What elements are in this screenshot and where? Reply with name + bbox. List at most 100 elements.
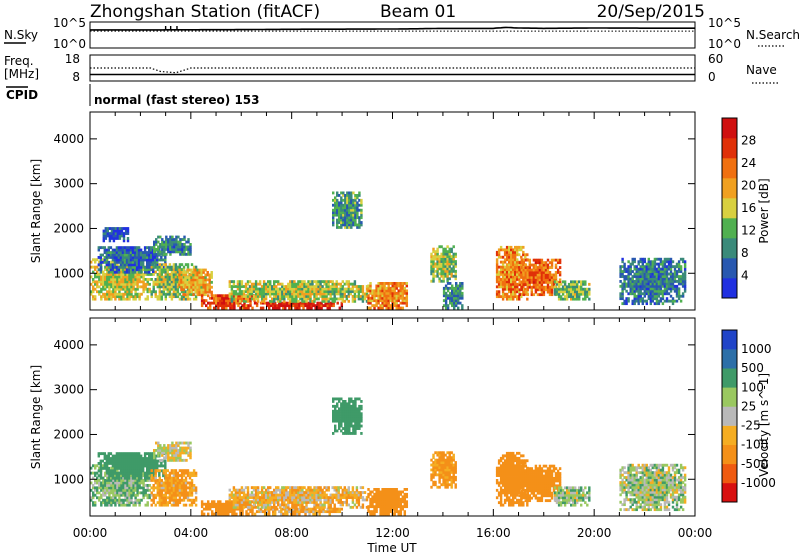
heatmap-cell	[252, 297, 256, 301]
heatmap-cell	[137, 471, 141, 475]
heatmap-cell	[209, 306, 212, 310]
heatmap-cell	[172, 270, 176, 274]
heatmap-cell	[153, 245, 156, 249]
heatmap-cell	[260, 297, 264, 301]
heatmap-cell	[221, 304, 224, 308]
heatmap-cell	[459, 286, 462, 290]
heatmap-cell	[669, 282, 673, 286]
heatmap-cell	[432, 272, 435, 276]
heatmap-cell	[452, 274, 455, 278]
heatmap-cell	[178, 474, 182, 477]
heatmap-cell	[538, 285, 542, 289]
heatmap-cell	[683, 289, 687, 293]
heatmap-cell	[118, 280, 121, 284]
heatmap-cell	[572, 290, 575, 294]
heatmap-cell	[510, 250, 513, 254]
heatmap-cell	[544, 280, 548, 284]
heatmap-cell	[259, 510, 263, 514]
heatmap-cell	[106, 501, 109, 505]
heatmap-cell	[166, 292, 170, 296]
heatmap-cell	[96, 496, 99, 500]
heatmap-cell	[119, 464, 123, 468]
heatmap-cell	[171, 238, 174, 241]
heatmap-cell	[314, 306, 317, 310]
heatmap-cell	[138, 486, 141, 490]
heatmap-cell	[108, 282, 111, 286]
heatmap-cell	[198, 290, 201, 294]
heatmap-cell	[336, 301, 339, 305]
heatmap-cell	[99, 268, 103, 272]
heatmap-cell	[160, 479, 164, 482]
heatmap-cell	[520, 292, 523, 296]
heatmap-cell	[225, 301, 228, 305]
heatmap-cell	[530, 271, 534, 274]
heatmap-cell	[242, 299, 246, 303]
heatmap-cell	[215, 510, 218, 514]
heatmap-cell	[138, 479, 141, 482]
heatmap-cell	[124, 474, 127, 477]
heatmap-cell	[323, 290, 326, 293]
heatmap-cell	[116, 229, 120, 233]
heatmap-cell	[139, 256, 143, 259]
heatmap-cell	[520, 276, 524, 279]
heatmap-cell	[133, 253, 137, 257]
nsearch-tick-top: 10^5	[708, 16, 741, 30]
heatmap-cell	[182, 290, 186, 294]
heatmap-cell	[340, 203, 343, 207]
freq-tick-bottom: 8	[72, 70, 80, 84]
heatmap-cell	[211, 301, 214, 305]
heatmap-cell	[355, 285, 359, 288]
heatmap-cell	[401, 296, 405, 300]
heatmap-cell	[315, 297, 318, 301]
heatmap-cell	[110, 234, 114, 238]
nave-tick-top: 60	[708, 52, 723, 66]
heatmap-cell	[176, 270, 180, 274]
heatmap-cell	[130, 479, 133, 482]
heatmap-cell	[295, 282, 298, 286]
heatmap-cell	[526, 266, 530, 269]
heatmap-cell	[123, 454, 127, 458]
power-colorbar-label: Power [dB]	[757, 178, 771, 243]
heatmap-cell	[164, 466, 167, 470]
heatmap-cell	[334, 213, 337, 217]
heatmap-cell	[574, 297, 577, 301]
heatmap-cell	[124, 268, 127, 271]
heatmap-cell	[190, 285, 193, 289]
heatmap-cell	[175, 456, 178, 460]
heatmap-cell	[336, 194, 339, 197]
heatmap-cell	[518, 253, 521, 257]
heatmap-cell	[168, 280, 172, 284]
heatmap-cell	[270, 301, 273, 305]
heatmap-cell	[156, 486, 160, 490]
heatmap-cell	[111, 471, 115, 475]
heatmap-cell	[623, 262, 626, 266]
heatmap-cell	[155, 441, 158, 445]
heatmap-cell	[119, 265, 123, 269]
heatmap-cell	[127, 258, 131, 262]
heatmap-cell	[440, 272, 443, 276]
heatmap-cell	[645, 270, 649, 273]
heatmap-cell	[172, 484, 176, 487]
heatmap-cell	[561, 290, 565, 294]
heatmap-cell	[99, 246, 103, 250]
heatmap-cell	[550, 258, 554, 262]
heatmap-cell	[219, 505, 222, 509]
heatmap-cell	[331, 285, 334, 288]
heatmap-cell	[113, 476, 117, 480]
heatmap-cell	[510, 282, 513, 286]
heatmap-cell	[239, 500, 242, 504]
heatmap-cell	[271, 299, 274, 303]
heatmap-cell	[198, 283, 201, 287]
heatmap-cell	[135, 246, 139, 250]
heatmap-cell	[329, 297, 332, 301]
heatmap-cell	[169, 250, 172, 254]
heatmap-cell	[142, 486, 145, 490]
heatmap-cell	[377, 289, 380, 293]
heatmap-cell	[501, 290, 505, 294]
heatmap-cell	[164, 459, 167, 463]
heatmap-cell	[120, 295, 123, 299]
heatmap-cell	[623, 287, 626, 291]
heatmap-cell	[126, 278, 129, 281]
heatmap-cell	[132, 285, 135, 289]
heatmap-cell	[631, 287, 634, 291]
